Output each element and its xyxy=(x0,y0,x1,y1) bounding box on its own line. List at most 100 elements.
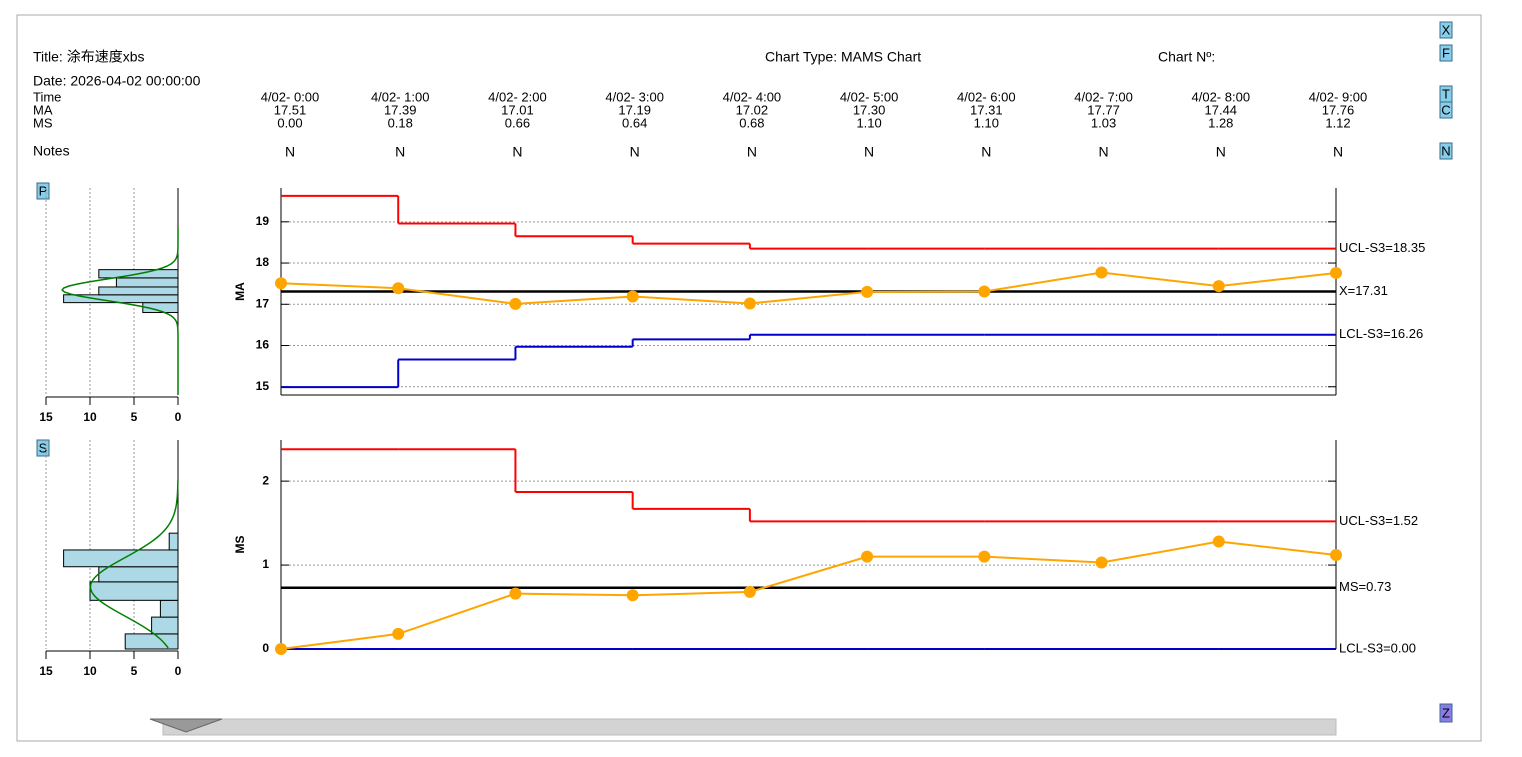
button[interactable]: Z xyxy=(1439,703,1453,723)
x-tick-label: 10 xyxy=(83,664,97,678)
y-tick-label: 17 xyxy=(256,296,270,310)
measure-point xyxy=(978,285,991,298)
button[interactable]: N xyxy=(1439,142,1453,160)
measure-point xyxy=(978,550,991,563)
histogram-bar xyxy=(159,599,179,618)
row-label: MA xyxy=(33,102,53,117)
x-tick-label: 5 xyxy=(131,664,138,678)
button[interactable]: P xyxy=(36,182,50,200)
time-cell: 4/02- 4:00 xyxy=(723,89,782,104)
ms-cell: 0.00 xyxy=(277,115,302,130)
time-cell: 4/02- 1:00 xyxy=(371,89,430,104)
button-label[interactable]: P xyxy=(39,183,48,198)
measure-point xyxy=(509,587,522,600)
chart-number: Chart Nº: xyxy=(1158,49,1215,65)
time-cell: 4/02- 3:00 xyxy=(605,89,664,104)
button-label[interactable]: C xyxy=(1441,102,1450,117)
y-tick-label: 0 xyxy=(262,641,269,655)
row-label: MS xyxy=(33,115,53,130)
measure-point xyxy=(1330,266,1342,279)
row-label: Time xyxy=(33,89,61,104)
date: Date: 2026-04-02 00:00:00 xyxy=(33,73,201,89)
button[interactable]: C xyxy=(1439,101,1453,119)
fit-curve xyxy=(89,479,179,649)
histogram-bar xyxy=(151,616,179,635)
ma-cell: 17.01 xyxy=(501,102,534,117)
time-cell: 4/02- 7:00 xyxy=(1074,89,1133,104)
axis-label: MA xyxy=(233,282,247,301)
note-cell: N xyxy=(1098,144,1108,160)
ma-cell: 17.51 xyxy=(274,102,307,117)
x-tick-label: 5 xyxy=(131,410,138,424)
note-cell: N xyxy=(1333,144,1343,160)
measure-line xyxy=(280,540,1337,650)
ma-cell: 17.76 xyxy=(1322,102,1355,117)
time-cell: 4/02- 9:00 xyxy=(1309,89,1368,104)
frame xyxy=(16,14,1482,742)
time-cell: 4/02- 5:00 xyxy=(840,89,899,104)
measure-point xyxy=(861,550,874,563)
ms-cell: 0.68 xyxy=(739,115,764,130)
y-tick-label: 15 xyxy=(256,379,270,393)
note-cell: N xyxy=(1216,144,1226,160)
button-label[interactable]: X xyxy=(1442,22,1451,37)
ma-cell: 17.19 xyxy=(618,102,651,117)
button[interactable]: T xyxy=(1439,85,1453,103)
ma-cell: 17.02 xyxy=(736,102,769,117)
row-label: Notes xyxy=(33,143,70,159)
histogram-bar xyxy=(98,566,179,583)
ucl-label: UCL-S3=18.35 xyxy=(1339,240,1425,255)
ms-cell: 0.18 xyxy=(388,115,413,130)
note-cell: N xyxy=(981,144,991,160)
histogram-bar xyxy=(89,581,179,601)
axis-label: MS xyxy=(233,536,247,554)
time-cell: 4/02- 6:00 xyxy=(957,89,1016,104)
title: Title: 涂布速度xbs xyxy=(33,49,145,65)
button[interactable]: S xyxy=(36,439,50,457)
button-label[interactable]: N xyxy=(1441,143,1450,158)
y-tick-label: 18 xyxy=(256,255,270,269)
lcl-label: LCL-S3=0.00 xyxy=(1339,640,1416,655)
button[interactable]: X xyxy=(1439,21,1453,39)
lcl-label: LCL-S3=16.26 xyxy=(1339,326,1423,341)
y-tick-label: 16 xyxy=(256,338,270,352)
ma-cell: 17.39 xyxy=(384,102,417,117)
y-tick-label: 19 xyxy=(256,214,270,228)
measure-point xyxy=(626,290,639,303)
histogram-bar xyxy=(115,277,179,288)
button-label[interactable]: Z xyxy=(1442,705,1450,720)
measure-line xyxy=(280,271,1337,305)
note-cell: N xyxy=(285,144,295,160)
note-cell: N xyxy=(512,144,522,160)
measure-point xyxy=(1330,548,1342,561)
ms-cell: 1.28 xyxy=(1208,115,1233,130)
measure-point xyxy=(275,277,287,290)
measure-point xyxy=(1212,535,1225,548)
time-cell: 4/02- 2:00 xyxy=(488,89,547,104)
scroll-thumb[interactable] xyxy=(149,718,223,733)
ms-cell: 1.12 xyxy=(1325,115,1350,130)
button[interactable]: F xyxy=(1439,44,1453,62)
ma-cell: 17.31 xyxy=(970,102,1003,117)
y-tick-label: 2 xyxy=(262,473,269,487)
ma-cell: 17.30 xyxy=(853,102,886,117)
measure-point xyxy=(509,297,522,310)
center-label: MS=0.73 xyxy=(1339,579,1391,594)
histogram-bar xyxy=(63,549,179,568)
button-label[interactable]: T xyxy=(1442,86,1450,101)
ma-cell: 17.44 xyxy=(1205,102,1238,117)
note-cell: N xyxy=(395,144,405,160)
measure-point xyxy=(392,282,405,295)
x-tick-label: 15 xyxy=(39,664,53,678)
histogram-bar xyxy=(98,286,179,296)
measure-point xyxy=(392,627,405,640)
button-label[interactable]: S xyxy=(39,440,48,455)
x-tick-label: 0 xyxy=(175,410,182,424)
x-tick-label: 0 xyxy=(175,664,182,678)
x-tick-label: 15 xyxy=(39,410,53,424)
measure-point xyxy=(1095,556,1108,569)
y-tick-label: 1 xyxy=(262,557,269,571)
button-label[interactable]: F xyxy=(1442,45,1450,60)
scrollbar[interactable] xyxy=(162,718,1337,736)
